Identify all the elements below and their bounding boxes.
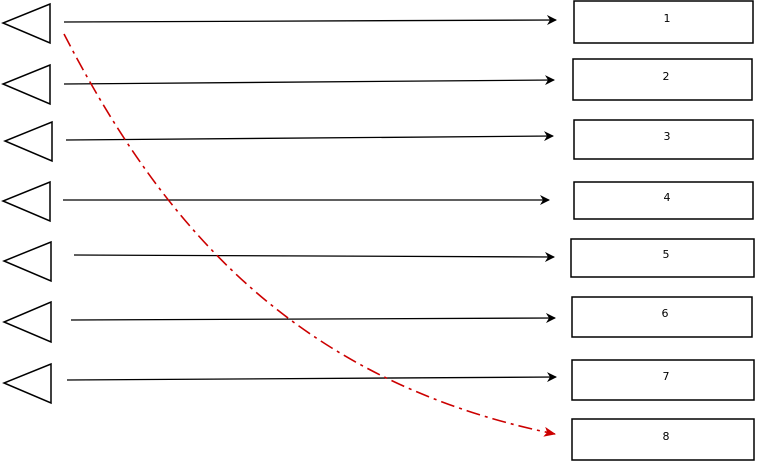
box-6	[571, 296, 753, 338]
box-label-4: 4	[664, 191, 671, 204]
row-6: 6	[2, 296, 753, 344]
row-4: 4	[1, 180, 754, 223]
highlight-curved-arrow	[63, 33, 556, 437]
source-triangle-6	[2, 300, 52, 344]
arrow-1	[63, 15, 557, 26]
box-label-5: 5	[663, 248, 670, 261]
row-1: 1	[1, 0, 754, 45]
box-7	[571, 359, 755, 401]
box-label-2: 2	[663, 70, 670, 83]
box-label-3: 3	[664, 130, 671, 143]
box-8	[571, 418, 755, 461]
source-triangle-3	[3, 120, 53, 163]
box-label-1: 1	[664, 12, 671, 25]
source-triangle-1	[1, 2, 51, 45]
box-label-8: 8	[663, 430, 670, 443]
row-2: 2	[1, 58, 753, 106]
source-triangle-7	[2, 362, 52, 405]
arrow-5	[73, 251, 555, 262]
box-2	[572, 58, 753, 101]
row-7: 7	[2, 359, 755, 405]
box-1	[573, 0, 754, 44]
source-triangle-5	[2, 240, 52, 283]
box-label-6: 6	[662, 307, 669, 320]
arrow-3	[65, 131, 554, 142]
box-3	[573, 119, 754, 160]
arrow-2	[63, 75, 555, 86]
arrow-7	[66, 372, 557, 383]
source-triangle-2	[1, 63, 51, 106]
box-5	[570, 238, 755, 278]
arrow-6	[70, 313, 556, 324]
row-8: 8	[571, 418, 755, 461]
box-label-7: 7	[663, 370, 670, 383]
row-5: 5	[2, 238, 755, 283]
source-triangle-4	[1, 180, 51, 223]
row-3: 3	[3, 119, 754, 163]
box-4	[573, 181, 754, 220]
